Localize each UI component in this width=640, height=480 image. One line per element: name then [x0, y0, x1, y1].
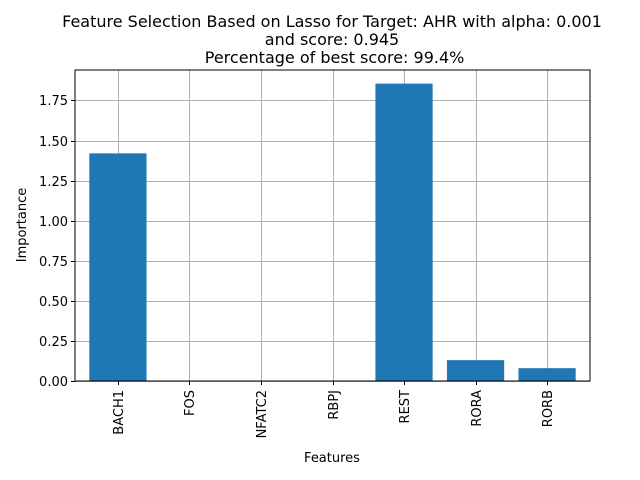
bar-bach1: [89, 153, 147, 381]
bars: [89, 83, 576, 382]
y-tick-label: 0.50: [39, 295, 68, 310]
y-tick-label: 1.50: [39, 135, 68, 150]
x-tick-label: FOS: [183, 390, 198, 416]
x-tick-label: NFATC2: [255, 390, 270, 438]
bar-rorb: [518, 368, 576, 381]
y-tick-label: 0.00: [39, 375, 68, 390]
x-axis-ticks: BACH1 FOS NFATC2 RBPJ REST RORA RORB: [112, 381, 556, 438]
y-axis-ticks: 0.00 0.25 0.50 0.75 1.00 1.25 1.50 1.75: [39, 94, 75, 390]
x-tick-label: RORA: [470, 390, 485, 427]
x-tick-label: RORB: [541, 390, 556, 427]
y-tick-label: 1.25: [39, 175, 68, 190]
plot-frame: [74, 69, 591, 382]
y-tick-label: 0.75: [39, 255, 68, 270]
chart-title-line-3: Percentage of best score: 99.4%: [200, 48, 465, 67]
y-tick-label: 1.00: [39, 215, 68, 230]
chart-title-line-2: and score: 0.945: [265, 30, 399, 49]
bar-rora: [446, 360, 505, 381]
y-tick-label: 0.25: [39, 335, 68, 350]
chart-title-line-1: Feature Selection Based on Lasso for Tar…: [62, 12, 602, 31]
x-tick-label: RBPJ: [327, 390, 342, 420]
x-axis-label: Features: [304, 451, 360, 466]
y-tick-label: 1.75: [39, 94, 68, 109]
x-tick-label: BACH1: [112, 390, 127, 435]
bar-rest: [375, 83, 433, 382]
chart-title: Feature Selection Based on Lasso for Tar…: [62, 12, 602, 67]
y-axis-label: Importance: [15, 188, 30, 263]
grid-lines: [75, 70, 590, 382]
x-tick-label: REST: [398, 390, 413, 423]
